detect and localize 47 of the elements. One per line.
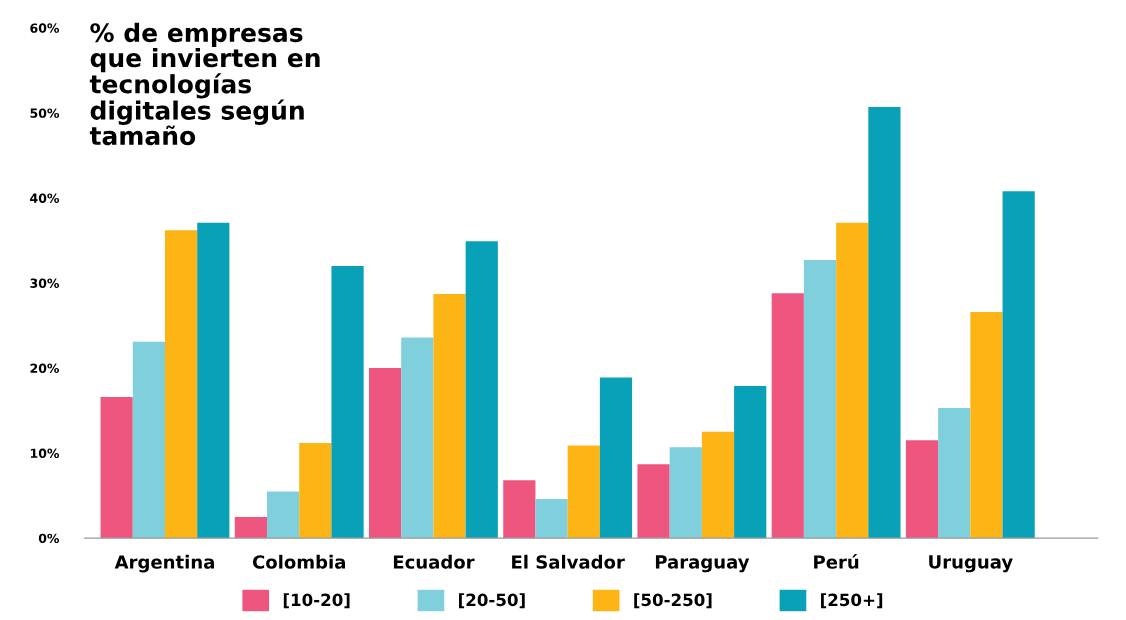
bar	[299, 442, 332, 539]
y-tick-label: 10%	[30, 448, 60, 459]
y-tick-label: 60%	[30, 23, 60, 33]
bar	[433, 294, 466, 539]
bar	[100, 396, 133, 539]
bar	[267, 491, 300, 539]
bar	[567, 445, 600, 539]
bar	[905, 440, 939, 539]
bar	[1002, 191, 1035, 539]
bar	[465, 241, 498, 539]
legend-label: [10-20]	[283, 593, 350, 609]
bar	[637, 464, 670, 539]
bar	[701, 431, 735, 539]
legend-label: [250+]	[821, 593, 883, 609]
bar	[669, 447, 702, 539]
x-tick-label: Paraguay	[655, 555, 750, 573]
bar	[401, 337, 434, 539]
bar	[197, 222, 230, 539]
bar	[868, 106, 901, 539]
bar	[734, 385, 767, 539]
bar	[771, 293, 804, 539]
y-tick-label: 0%	[38, 533, 60, 544]
bar	[803, 260, 837, 539]
x-tick-label: Uruguay	[929, 555, 1013, 573]
text: % de empresas que invierten en tecnologías digitales según tamaño	[89, 22, 320, 146]
legend-label: [50-250]	[634, 593, 712, 609]
x-tick-label: Colombia	[252, 554, 345, 569]
y-tick-label: 20%	[30, 363, 60, 373]
bar	[164, 230, 198, 539]
bar	[938, 408, 971, 539]
bar	[132, 341, 165, 539]
x-tick-label: Ecuador	[393, 554, 475, 569]
bar	[970, 311, 1003, 539]
legend-label: [20-50]	[459, 593, 525, 609]
x-tick-label: Perú	[814, 554, 859, 569]
bar	[599, 377, 633, 539]
y-tick-label: 50%	[30, 108, 60, 118]
bar	[234, 516, 267, 539]
bar	[836, 222, 869, 539]
bar	[535, 499, 568, 539]
x-tick-label: Argentina	[114, 554, 214, 573]
bar	[503, 480, 536, 539]
y-tick-label: 30%	[30, 278, 60, 288]
bar	[331, 266, 364, 539]
bar	[369, 368, 402, 539]
x-tick-label: El Salvador	[512, 554, 625, 569]
y-tick-label: 40%	[30, 193, 60, 203]
